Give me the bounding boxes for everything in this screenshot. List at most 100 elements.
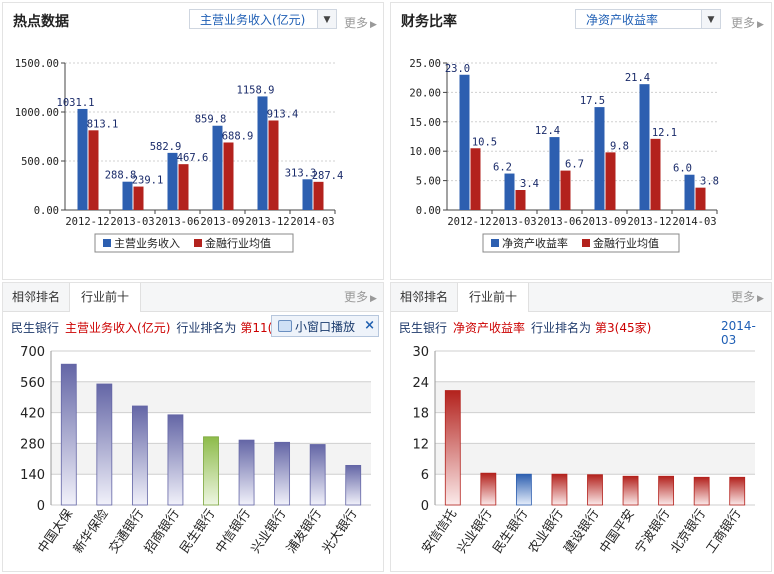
x-tick-label: 民生银行 [176,506,217,556]
bar [684,174,695,210]
metric-name: 净资产收益率 [453,321,526,335]
y-tick-label: 20.00 [409,87,441,99]
tab-bar: 相邻排名 行业前十 更多 ▶ [391,283,771,312]
more-link[interactable]: 更多 ▶ [344,288,377,305]
y-tick-label: 0 [421,499,429,514]
data-label: 688.9 [222,130,254,142]
rank-label: 行业排名为 [176,321,237,335]
more-label: 更多 [344,290,369,304]
x-tick-label: 2013-06 [155,216,199,228]
more-link[interactable]: 更多 ▶ [731,14,764,31]
chevron-down-icon[interactable]: ▼ [701,10,720,28]
y-tick-label: 18 [412,407,429,422]
tab-adjacent-rank[interactable]: 相邻排名 [399,290,448,304]
financial-ratio-panel: 财务比率 净资产收益率 ▼ 更多 ▶ 0.00 5.00 10.00 15.00 20.0… [390,2,772,280]
rank-summary: 民生银行 净资产收益率 行业排名为 第3(45家) [399,319,651,336]
x-tick-label: 2013-03 [110,216,154,228]
roe-rank-chart: 0612182430安信信托兴业银行民生银行农业银行建设银行中国平安宁波银行北京… [412,345,755,556]
y-tick-label: 5.00 [416,176,441,188]
triangle-right-icon: ▶ [370,294,377,304]
x-tick-label: 工商银行 [703,506,744,556]
bar [309,444,326,506]
data-label: 6.2 [493,162,512,174]
stock-name: 民生银行 [11,321,60,335]
ratio-select[interactable]: 净资产收益率 ▼ [575,9,721,29]
data-label: 239.1 [132,175,164,187]
bar [302,179,313,210]
x-tick-label: 2013-09 [200,216,244,228]
bar [88,130,99,210]
bar [274,441,291,506]
metric-select[interactable]: 主营业务收入(亿元) ▼ [189,9,337,29]
y-tick-label: 1000.00 [15,107,59,119]
data-label: 1031.1 [57,97,95,109]
y-tick-label: 6 [421,468,429,483]
triangle-right-icon: ▶ [370,20,377,30]
data-label: 6.7 [565,159,584,171]
close-icon[interactable]: × [364,318,375,333]
tab-industry-top10[interactable]: 行业前十 [69,283,141,312]
bar [693,476,710,506]
triangle-right-icon: ▶ [757,294,764,304]
mini-window-popup[interactable]: 小窗口播放 × [271,315,379,337]
y-tick-label: 0 [37,499,45,514]
report-date: 2014-03 [721,319,756,347]
bar [639,84,650,210]
x-tick-label: 2014-03 [290,216,334,228]
bar [238,439,255,506]
x-tick-label: 招商银行 [141,506,182,556]
mini-window-label: 小窗口播放 [295,320,356,334]
data-label: 287.4 [312,170,344,182]
legend-label: 主营业务收入 [114,236,180,250]
data-label: 3.4 [520,178,539,190]
x-tick-label: 2013-09 [582,216,626,228]
legend-label: 金融行业均值 [205,236,271,250]
bar [622,475,639,506]
y-tick-label: 280 [20,437,45,452]
bar [551,473,568,506]
data-label: 288.8 [105,170,137,182]
chevron-down-icon[interactable]: ▼ [317,10,336,28]
data-label: 12.4 [535,125,560,137]
bar [560,170,571,210]
legend-swatch [194,239,202,247]
bar [605,152,616,210]
y-tick-label: 140 [20,468,45,483]
hot-data-panel: 热点数据 主营业务收入(亿元) ▼ 更多 ▶ 0.00 500.00 1000.00 1… [2,2,384,280]
triangle-right-icon: ▶ [757,20,764,30]
x-tick-label: 建设银行 [560,506,601,556]
data-label: 9.8 [610,140,629,152]
tab-adjacent-rank[interactable]: 相邻排名 [11,290,60,304]
x-tick-label: 2013-03 [492,216,536,228]
data-label: 467.6 [177,152,209,164]
legend-label: 净资产收益率 [502,236,568,250]
y-tick-label: 560 [20,376,45,391]
data-label: 23.0 [445,63,470,75]
x-tick-label: 浦发银行 [283,506,324,556]
x-tick-label: 2013-12 [245,216,289,228]
tab-industry-top10[interactable]: 行业前十 [457,283,529,312]
bar [131,405,148,506]
grid-band [435,443,755,475]
more-label: 更多 [731,290,756,304]
x-tick-label: 2013-06 [537,216,581,228]
y-tick-label: 500.00 [21,156,59,168]
y-tick-label: 10.00 [409,146,441,158]
bar [313,181,324,210]
more-label: 更多 [344,16,369,30]
more-label: 更多 [731,16,756,30]
data-label: 913.4 [267,108,299,120]
bar [223,142,234,210]
y-tick-label: 420 [20,407,45,422]
stock-name: 民生银行 [399,321,448,335]
legend-swatch [491,239,499,247]
more-link[interactable]: 更多 ▶ [731,288,764,305]
data-label: 12.1 [652,127,677,139]
bar [515,473,532,506]
bar [594,107,605,210]
bar [178,164,189,210]
more-link[interactable]: 更多 ▶ [344,14,377,31]
x-tick-label: 新华保险 [70,506,111,556]
tab-bar: 相邻排名 行业前十 更多 ▶ [3,283,383,312]
bar [345,464,362,506]
